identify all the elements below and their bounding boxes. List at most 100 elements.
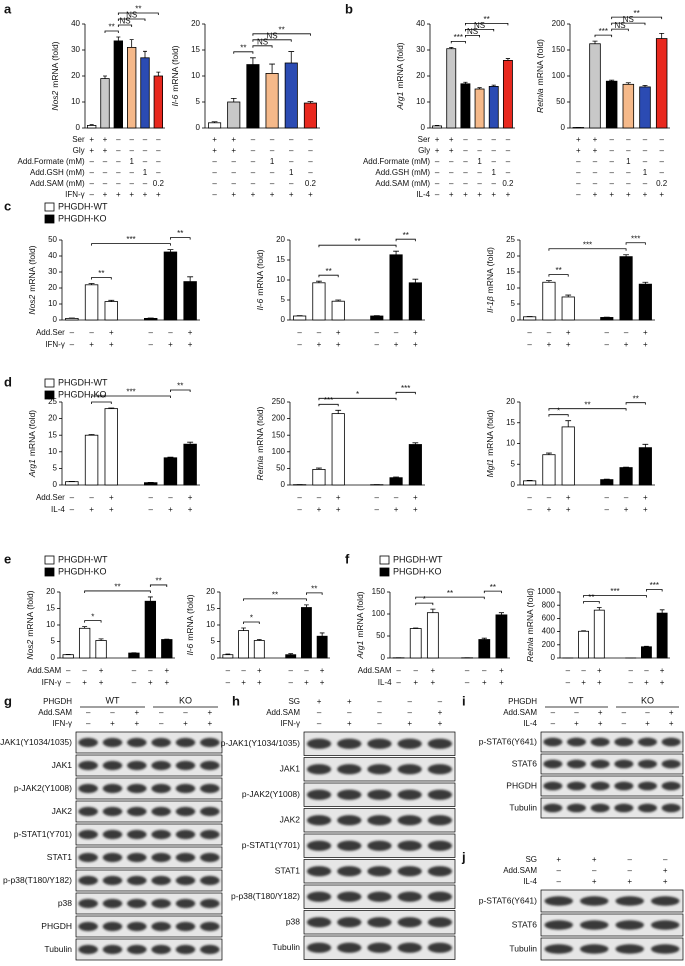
bar (163, 457, 178, 486)
blot-band (175, 875, 196, 886)
condition-value: – (232, 179, 237, 188)
y-tick-label: 150 (372, 587, 386, 596)
blot-band (397, 764, 422, 775)
error-bar (288, 653, 294, 655)
condition-value: – (148, 340, 153, 349)
significance-bracket (318, 397, 397, 401)
condition-value: + (109, 328, 114, 337)
bar (104, 301, 118, 321)
legend-swatch (44, 555, 55, 565)
blot-band (614, 737, 634, 747)
bar (100, 78, 110, 129)
bar (370, 315, 384, 321)
y-tick-label: 0 (281, 480, 286, 489)
blot-band (638, 759, 657, 769)
blot-band (397, 840, 422, 851)
condition-value: + (336, 505, 341, 514)
blot-band (78, 875, 98, 886)
blot-band (614, 759, 634, 769)
significance-bracket (583, 595, 647, 598)
condition-value: + (435, 135, 440, 144)
condition-value: – (463, 157, 468, 166)
blot-band (127, 829, 147, 840)
blot-header-value: – (574, 708, 579, 717)
significance-label: ** (588, 593, 594, 602)
blot-header-value: + (438, 719, 443, 728)
band-label: Tubulin (272, 942, 300, 952)
condition-value: 0.2 (153, 179, 165, 188)
blot-header-value: + (663, 877, 668, 886)
condition-value: + (129, 190, 134, 199)
blot-band (651, 896, 680, 906)
blot-band (307, 789, 332, 800)
condition-value: + (566, 328, 571, 337)
significance-label: ** (177, 229, 183, 238)
condition-value: – (624, 328, 629, 337)
condition-value: – (89, 179, 94, 188)
blot-band (175, 783, 196, 794)
condition-value: – (626, 179, 631, 188)
condition-label: IL-4 (416, 190, 430, 199)
blot-band (543, 803, 563, 813)
condition-value: – (659, 168, 664, 177)
band-label: JAK2 (52, 806, 73, 816)
y-tick-label: 5 (281, 295, 286, 304)
condition-value: + (413, 328, 418, 337)
condition-value: – (66, 678, 71, 687)
condition-value: – (609, 146, 614, 155)
significance-bracket (252, 45, 273, 48)
error-bar (477, 87, 482, 89)
band-label: PHGDH (506, 780, 537, 790)
blot-band (175, 829, 196, 840)
condition-value: – (576, 179, 581, 188)
band-label: p38 (286, 917, 300, 927)
error-bar (659, 609, 665, 614)
error-bar (256, 639, 262, 641)
error-bar (98, 638, 104, 641)
blot-band (307, 738, 332, 749)
condition-value: – (168, 328, 173, 337)
condition-value: – (506, 146, 511, 155)
significance-label: ** (403, 231, 409, 240)
condition-value: + (660, 666, 665, 675)
condition-value: – (251, 179, 256, 188)
condition-value: – (212, 168, 217, 177)
blot-band (614, 781, 634, 791)
significance-bracket (625, 242, 646, 245)
y-tick-label: 10 (48, 447, 57, 456)
blot-header-value: – (110, 708, 115, 717)
condition-value: + (109, 340, 114, 349)
blot-header-value: – (377, 697, 382, 706)
band-label: Tubulin (509, 802, 537, 812)
condition-value: + (168, 505, 173, 514)
condition-value: + (597, 666, 602, 675)
condition-value: – (70, 493, 75, 502)
bar (293, 315, 307, 321)
condition-value: + (660, 678, 665, 687)
condition-label: Gly (73, 146, 85, 155)
blot-band (78, 760, 98, 771)
bar (408, 282, 422, 321)
blot-band (580, 920, 609, 930)
blot-header-value: – (377, 708, 382, 717)
error-bar (565, 420, 572, 427)
significance-label: ** (311, 584, 317, 593)
y-label-unit: mRNA (fold) (255, 406, 265, 452)
bar (65, 481, 79, 486)
band-label: JAK2 (280, 815, 301, 825)
y-label-unit: mRNA (fold) (185, 594, 195, 640)
condition-value: – (605, 340, 610, 349)
y-axis-label: Il-1β mRNA (fold) (485, 247, 495, 313)
condition-value: + (643, 505, 648, 514)
condition-value: + (449, 146, 454, 155)
significance-bracket (395, 391, 416, 395)
condition-value: – (143, 135, 148, 144)
condition-label: Ser (72, 135, 85, 144)
condition-value: – (628, 666, 633, 675)
panel-label: c (4, 198, 11, 213)
condition-value: – (527, 505, 532, 514)
condition-value: + (109, 493, 114, 502)
error-bar (659, 32, 665, 39)
condition-value: – (289, 135, 294, 144)
error-bar (430, 608, 436, 613)
